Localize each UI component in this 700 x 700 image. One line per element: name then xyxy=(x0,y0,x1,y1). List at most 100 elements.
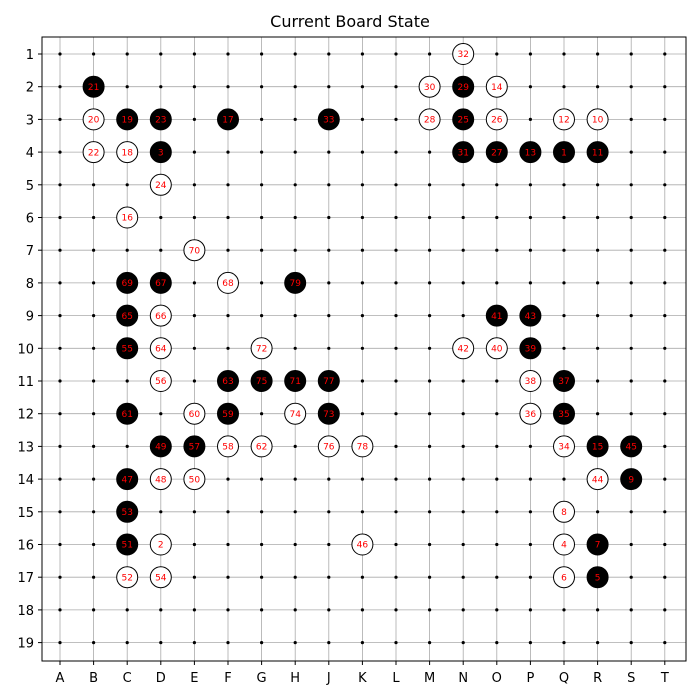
point-H15[interactable] xyxy=(293,510,297,514)
point-M4[interactable] xyxy=(428,150,432,154)
point-Q18[interactable] xyxy=(562,608,566,612)
point-O12[interactable] xyxy=(495,412,499,416)
point-G16[interactable] xyxy=(260,542,264,547)
point-D2[interactable] xyxy=(159,85,163,89)
white-stone-D16[interactable]: 2 xyxy=(149,533,172,556)
point-T3[interactable] xyxy=(663,117,667,121)
point-F18[interactable] xyxy=(226,608,230,612)
black-stone-F3[interactable]: 17 xyxy=(217,108,239,131)
black-stone-C3[interactable]: 19 xyxy=(116,108,139,131)
point-E11[interactable] xyxy=(192,379,196,383)
white-stone-C17[interactable]: 52 xyxy=(116,566,139,589)
point-C19[interactable] xyxy=(125,641,129,645)
point-P15[interactable] xyxy=(528,510,533,514)
white-stone-F13[interactable]: 58 xyxy=(217,435,239,458)
point-B10[interactable] xyxy=(92,346,96,350)
point-S17[interactable] xyxy=(629,575,633,579)
black-stone-Q12[interactable]: 35 xyxy=(553,402,575,425)
point-E5[interactable] xyxy=(192,183,196,187)
point-M11[interactable] xyxy=(428,379,432,383)
point-D7[interactable] xyxy=(159,248,163,252)
point-A3[interactable] xyxy=(58,117,62,121)
white-stone-D17[interactable]: 54 xyxy=(149,566,172,589)
white-stone-H12[interactable]: 74 xyxy=(284,402,307,425)
point-Q19[interactable] xyxy=(562,641,566,645)
point-O15[interactable] xyxy=(495,510,499,514)
point-C7[interactable] xyxy=(125,248,129,252)
white-stone-Q17[interactable]: 6 xyxy=(553,566,575,589)
point-O7[interactable] xyxy=(495,248,499,252)
point-M10[interactable] xyxy=(428,346,432,350)
white-stone-O2[interactable]: 14 xyxy=(485,75,508,98)
point-K6[interactable] xyxy=(360,215,364,220)
point-A4[interactable] xyxy=(58,150,62,154)
black-stone-D3[interactable]: 23 xyxy=(149,108,172,131)
point-C11[interactable] xyxy=(125,379,129,383)
black-stone-D8[interactable]: 67 xyxy=(149,271,172,294)
point-A9[interactable] xyxy=(58,314,62,318)
point-G8[interactable] xyxy=(260,281,264,285)
white-stone-B4[interactable]: 22 xyxy=(82,141,105,164)
point-N7[interactable] xyxy=(461,248,465,252)
point-S8[interactable] xyxy=(629,281,633,285)
point-G1[interactable] xyxy=(260,52,264,56)
black-stone-R4[interactable]: 11 xyxy=(586,141,609,164)
point-F6[interactable] xyxy=(226,215,230,220)
point-J17[interactable] xyxy=(327,575,331,579)
point-M19[interactable] xyxy=(428,641,432,645)
point-L12[interactable] xyxy=(394,412,398,416)
point-P8[interactable] xyxy=(528,281,533,285)
white-stone-E14[interactable]: 50 xyxy=(183,468,206,491)
point-E1[interactable] xyxy=(192,52,196,56)
point-H13[interactable] xyxy=(293,444,297,448)
point-S6[interactable] xyxy=(629,215,633,220)
point-R5[interactable] xyxy=(596,183,600,187)
black-stone-C14[interactable]: 47 xyxy=(116,468,139,491)
point-R11[interactable] xyxy=(596,379,600,383)
point-R9[interactable] xyxy=(596,314,600,318)
point-F17[interactable] xyxy=(226,575,230,579)
point-N12[interactable] xyxy=(461,412,465,416)
point-J4[interactable] xyxy=(327,150,331,154)
point-F7[interactable] xyxy=(226,248,230,252)
point-H17[interactable] xyxy=(293,575,297,579)
point-R12[interactable] xyxy=(596,412,600,416)
point-N13[interactable] xyxy=(461,444,465,448)
point-E19[interactable] xyxy=(192,641,196,645)
point-S19[interactable] xyxy=(629,641,633,645)
point-M9[interactable] xyxy=(428,314,432,318)
point-P19[interactable] xyxy=(528,641,533,645)
point-J8[interactable] xyxy=(327,281,331,285)
black-stone-C15[interactable]: 53 xyxy=(116,500,139,523)
point-G3[interactable] xyxy=(260,117,264,121)
point-H10[interactable] xyxy=(293,346,297,350)
point-O11[interactable] xyxy=(495,379,499,383)
point-S16[interactable] xyxy=(629,542,633,547)
point-R6[interactable] xyxy=(596,215,600,220)
point-M7[interactable] xyxy=(428,248,432,252)
point-T8[interactable] xyxy=(663,281,667,285)
point-T6[interactable] xyxy=(663,215,667,220)
point-F16[interactable] xyxy=(226,542,230,547)
point-N14[interactable] xyxy=(461,477,465,481)
point-F10[interactable] xyxy=(226,346,230,350)
white-stone-J13[interactable]: 76 xyxy=(317,435,340,458)
black-stone-G11[interactable]: 75 xyxy=(250,370,273,392)
point-L13[interactable] xyxy=(394,444,398,448)
point-B11[interactable] xyxy=(92,379,96,383)
point-H3[interactable] xyxy=(293,117,297,121)
point-O16[interactable] xyxy=(495,542,499,547)
point-N5[interactable] xyxy=(461,183,465,187)
point-O17[interactable] xyxy=(495,575,499,579)
point-C13[interactable] xyxy=(125,444,129,448)
black-stone-J11[interactable]: 77 xyxy=(317,370,340,392)
white-stone-B3[interactable]: 20 xyxy=(82,108,105,131)
point-L4[interactable] xyxy=(394,150,398,154)
point-B19[interactable] xyxy=(92,641,96,645)
point-Q1[interactable] xyxy=(562,52,566,56)
point-L16[interactable] xyxy=(394,542,398,547)
point-E4[interactable] xyxy=(192,150,196,154)
white-stone-E7[interactable]: 70 xyxy=(183,239,206,262)
white-stone-F8[interactable]: 68 xyxy=(217,271,239,294)
point-N11[interactable] xyxy=(461,379,465,383)
